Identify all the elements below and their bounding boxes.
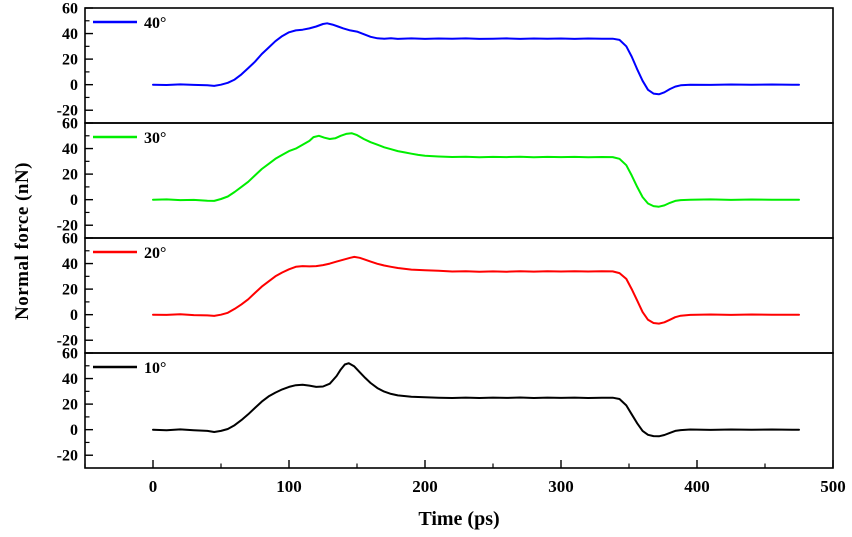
- x-tick-label: 300: [548, 477, 574, 496]
- x-tick-label: 500: [820, 477, 846, 496]
- y-tick-label: -20: [57, 448, 78, 465]
- y-tick-label: 40: [62, 141, 78, 158]
- y-tick-label: 20: [62, 52, 78, 69]
- y-tick-label: -20: [57, 218, 78, 235]
- y-tick-label: 0: [70, 307, 78, 324]
- y-tick-label: 40: [62, 256, 78, 273]
- x-tick-label: 100: [276, 477, 302, 496]
- legend-label-40: 40°: [144, 15, 166, 32]
- y-tick-label: -20: [57, 333, 78, 350]
- x-tick-label: 0: [149, 477, 158, 496]
- x-tick-label: 200: [412, 477, 438, 496]
- y-tick-label: 20: [62, 397, 78, 414]
- legend-label-20: 20°: [144, 245, 166, 262]
- panel-border-20: [84, 237, 834, 354]
- series-line-30: [152, 132, 800, 208]
- y-tick-label: 60: [62, 116, 78, 133]
- y-tick-label: -20: [57, 103, 78, 120]
- y-tick-label: 60: [62, 1, 78, 18]
- y-tick-label: 40: [62, 371, 78, 388]
- series-line-40: [152, 22, 800, 96]
- y-axis-title: Normal force (nN): [12, 162, 33, 320]
- legend-label-30: 30°: [144, 130, 166, 147]
- series-line-10: [152, 362, 800, 438]
- x-axis-title: Time (ps): [418, 508, 500, 530]
- panel-border-40: [84, 7, 834, 124]
- legend-label-10: 10°: [144, 360, 166, 377]
- y-tick-label: 20: [62, 282, 78, 299]
- y-tick-label: 0: [70, 422, 78, 439]
- y-tick-label: 60: [62, 346, 78, 363]
- y-tick-label: 60: [62, 231, 78, 248]
- panel-border-10: [84, 352, 834, 469]
- y-tick-label: 0: [70, 77, 78, 94]
- y-tick-label: 0: [70, 192, 78, 209]
- panel-border-30: [84, 122, 834, 239]
- y-tick-label: 40: [62, 26, 78, 43]
- x-tick-label: 400: [684, 477, 710, 496]
- y-tick-label: 20: [62, 167, 78, 184]
- series-line-20: [152, 255, 800, 325]
